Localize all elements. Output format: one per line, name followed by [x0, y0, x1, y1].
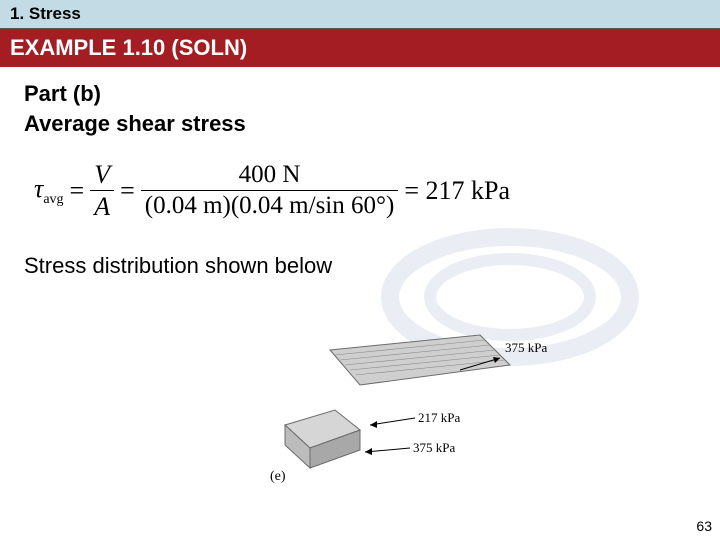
figure-label-375a: 375 kPa	[505, 340, 547, 355]
page-number: 63	[696, 518, 712, 534]
figure-label-217: 217 kPa	[418, 410, 460, 425]
subtitle: Average shear stress	[24, 111, 696, 137]
part-label: Part (b)	[24, 81, 696, 107]
figure-label-375b: 375 kPa	[413, 440, 455, 455]
stress-figure: 375 kPa 217 kPa 375 kPa (e)	[250, 330, 550, 490]
fraction-va: V A	[90, 161, 114, 221]
figure-caption-e: (e)	[270, 469, 286, 484]
content-area: Part (b) Average shear stress τavg = V A…	[0, 67, 720, 293]
chapter-header: 1. Stress	[0, 0, 720, 29]
fraction-numeric: 400 N (0.04 m)(0.04 m/sin 60°)	[141, 162, 399, 220]
result-value: = 217 kPa	[404, 176, 510, 206]
example-header: EXAMPLE 1.10 (SOLN)	[0, 29, 720, 67]
equals-2: =	[120, 176, 135, 206]
equals-1: =	[70, 176, 85, 206]
equation-block: τavg = V A = 400 N (0.04 m)(0.04 m/sin 6…	[24, 155, 696, 233]
tau-symbol: τavg	[34, 174, 64, 208]
